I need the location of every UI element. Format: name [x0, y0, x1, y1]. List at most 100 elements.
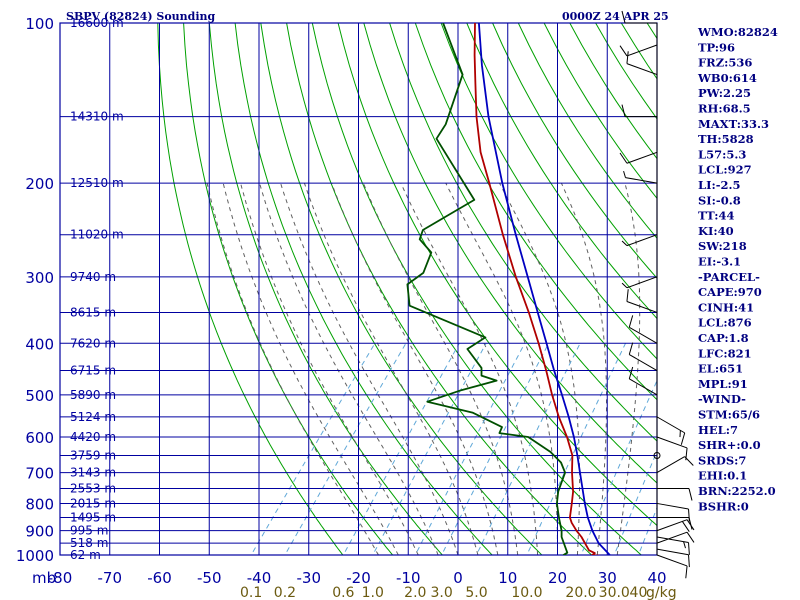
dry-adiabat — [208, 23, 443, 555]
dewpoint-trace — [406, 23, 569, 555]
wind-barb — [656, 531, 688, 544]
wind-barb-feather — [686, 531, 695, 543]
mixing-ratio-line — [414, 343, 526, 555]
index-entry: HEL:7 — [698, 423, 738, 437]
pressure-tick-label: 800 — [25, 495, 54, 513]
wind-barb-feather — [621, 10, 626, 24]
temperature-tick-label: -10 — [396, 569, 421, 587]
wind-barb — [625, 177, 658, 184]
index-entry: STM:65/6 — [698, 408, 760, 422]
grid — [59, 22, 658, 556]
temperature-tick-label: -30 — [297, 569, 322, 587]
index-entry: MAXT:33.3 — [698, 117, 769, 131]
moist-adiabat — [560, 182, 607, 555]
index-entry: -WIND- — [698, 392, 746, 406]
height-label: 16600 m — [70, 16, 124, 30]
mixing-ratio-label: 30.0 — [599, 585, 630, 600]
height-label: 12510 m — [70, 176, 124, 190]
mixing-ratio-label: 1.0 — [362, 585, 384, 600]
sounding-traces — [406, 23, 612, 555]
height-label: 2015 m — [70, 496, 116, 510]
index-entry: EL:651 — [698, 362, 743, 376]
pressure-unit-label: mb — [32, 569, 56, 587]
pressure-tick-label: 600 — [25, 429, 54, 447]
moist-adiabat — [303, 182, 479, 555]
pressure-tick-label: 700 — [25, 465, 54, 483]
wind-barb — [656, 502, 689, 510]
mixing-ratio-line — [372, 343, 487, 555]
index-entry: SRDS:7 — [698, 453, 746, 467]
wind-barb — [656, 548, 689, 556]
temperature-trace — [473, 23, 602, 555]
wind-barb — [656, 519, 688, 532]
index-entry: LCL:876 — [698, 316, 752, 330]
mixing-ratio-label: 3.0 — [431, 585, 453, 600]
mixing-ratio-label: 2.0 — [404, 585, 426, 600]
temperature-tick-label: -80 — [48, 569, 73, 587]
mixing-ratio-line — [250, 343, 376, 555]
pressure-tick-label: 200 — [25, 175, 54, 193]
wind-barb-feather — [621, 240, 628, 247]
wind-barb-feather — [688, 542, 690, 555]
dry-adiabat — [389, 23, 657, 442]
moist-adiabat — [499, 182, 581, 555]
wind-barb-feather — [681, 521, 690, 532]
temperature-tick-label: 20 — [548, 569, 567, 587]
height-label: 11020 m — [70, 228, 124, 242]
height-label: 62 m — [70, 548, 101, 562]
wind-barb — [629, 354, 658, 371]
index-entry: RH:68.5 — [698, 102, 751, 116]
wind-barb — [626, 44, 658, 57]
wind-barb-feather — [688, 554, 690, 568]
height-label: 9740 m — [70, 270, 116, 284]
dry-adiabat — [157, 23, 344, 555]
wind-barb-feather — [628, 342, 634, 355]
wind-barb-calm — [653, 451, 661, 459]
height-label: 518 m — [70, 536, 108, 550]
height-label: 7620 m — [70, 336, 116, 350]
height-label: 3759 m — [70, 448, 116, 462]
index-entry: BSHR:0 — [698, 499, 749, 513]
index-entry: SHR+:0.0 — [698, 438, 761, 452]
wind-barb-feather — [621, 282, 628, 289]
temperature-tick-label: 0 — [453, 569, 463, 587]
height-label: 995 m — [70, 524, 108, 538]
dry-adiabat — [440, 23, 657, 360]
wind-barb — [626, 151, 658, 164]
temperature-tick-label: 10 — [498, 569, 517, 587]
mixing-ratio-line — [580, 379, 657, 555]
wind-barb — [626, 301, 658, 313]
mixing-ratio-label: 0.2 — [274, 585, 296, 600]
temperature-tick-label: 30 — [598, 569, 617, 587]
index-entry: FRZ:536 — [698, 56, 752, 70]
wind-barb-feather — [626, 51, 629, 64]
wind-barb — [629, 378, 658, 396]
mixing-ratio-lines — [250, 343, 657, 555]
index-entry: TT:44 — [698, 209, 735, 223]
temperature-tick-label: -20 — [346, 569, 371, 587]
temperature-tick-label: -40 — [247, 569, 272, 587]
parcel-trace — [478, 23, 612, 555]
wind-barb-feather — [628, 366, 634, 379]
wind-barb — [656, 456, 685, 474]
index-entry: TP:96 — [698, 40, 735, 54]
index-entry: MPL:91 — [698, 377, 748, 391]
temperature-tick-label: -50 — [197, 569, 222, 587]
height-label: 2553 m — [70, 482, 116, 496]
wind-barb-feather — [685, 565, 688, 579]
mixing-ratio-line — [526, 343, 626, 555]
dry-adiabat — [414, 23, 657, 401]
height-label: 4420 m — [70, 430, 116, 444]
dry-adiabat — [337, 23, 657, 527]
index-entry: BRN:2252.0 — [698, 484, 776, 498]
wind-barb — [626, 234, 658, 247]
wind-barb — [656, 536, 689, 544]
index-entry: CINH:41 — [698, 300, 754, 314]
moist-adiabat — [616, 182, 641, 555]
index-entry: WMO:82824 — [697, 25, 778, 39]
height-label: 3143 m — [70, 466, 116, 480]
